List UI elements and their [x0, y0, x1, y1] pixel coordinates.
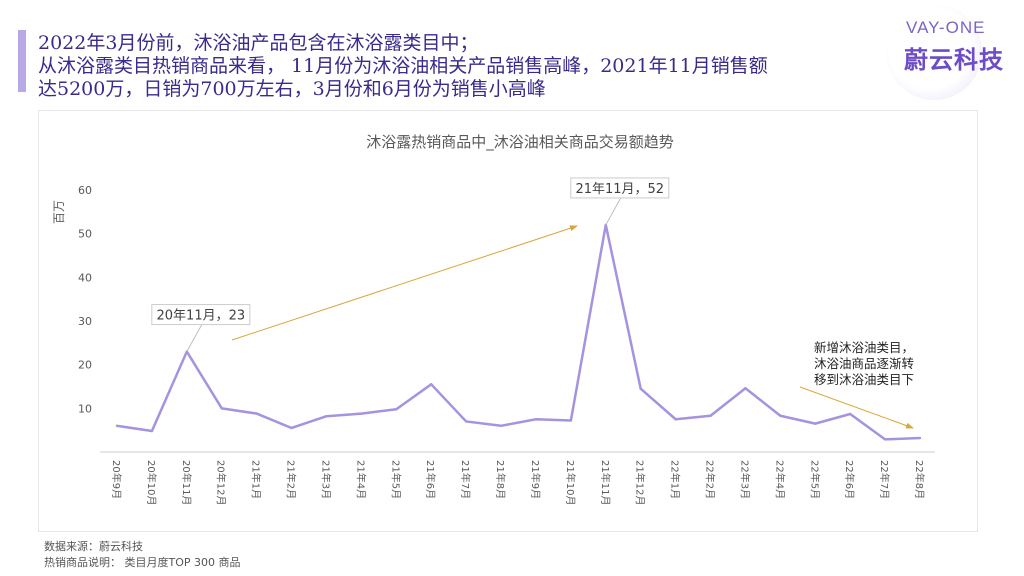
logo-english-text: VAY-ONE	[906, 18, 986, 37]
x-tick-label: 20年12月	[215, 460, 228, 505]
data-point	[569, 419, 573, 422]
x-tick-label: 22年2月	[704, 460, 717, 499]
annotation-note-line: 沐浴油商品逐渐转	[814, 356, 914, 371]
callout-leader	[605, 197, 622, 226]
y-tick-label: 50	[78, 228, 92, 241]
y-tick-label: 60	[78, 184, 92, 197]
data-point	[883, 438, 887, 441]
x-tick-label: 21年12月	[634, 460, 647, 505]
logo-chinese-text: 蔚云科技	[904, 46, 1004, 74]
x-tick-label: 20年10月	[145, 460, 158, 505]
data-point	[709, 414, 712, 417]
data-point	[115, 424, 119, 427]
y-tick-label: 20	[78, 359, 92, 372]
x-tick-label: 22年5月	[808, 460, 821, 499]
x-tick-label: 22年4月	[773, 460, 786, 499]
data-label: 21年11月，52	[575, 182, 664, 197]
x-tick-label: 21年5月	[389, 460, 402, 499]
data-point	[639, 387, 642, 390]
data-point	[360, 412, 363, 415]
y-tick-label: 40	[78, 271, 92, 284]
data-point	[150, 429, 154, 433]
data-point	[430, 383, 433, 386]
x-tick-label: 22年1月	[669, 460, 682, 499]
accent-bar	[18, 30, 26, 92]
logo-circle	[886, 4, 982, 100]
x-tick-label: 22年3月	[738, 460, 751, 499]
data-point	[220, 407, 223, 410]
trend-arrow-up	[231, 225, 578, 341]
series-line	[116, 223, 921, 441]
data-label: 20年11月，23	[157, 309, 246, 324]
headline: 2022年3月份前，沐浴油产品包含在沐浴露类目中； 从沐浴露类目热销商品来看， …	[38, 32, 878, 101]
callout-box	[570, 177, 670, 199]
x-tick-label: 21年10月	[564, 460, 577, 505]
y-axis-label: 百万	[52, 200, 66, 224]
annotation-note-line: 移到沐浴油类目下	[814, 372, 914, 387]
data-point	[918, 436, 922, 440]
headline-line-2: 从沐浴露类目热销商品来看， 11月份为沐浴油相关产品销售高峰，2021年11月销…	[38, 55, 768, 77]
data-point	[534, 418, 538, 421]
callout-leader	[186, 324, 203, 352]
x-tick-label: 22年7月	[878, 460, 891, 499]
y-tick-label: 10	[78, 402, 92, 415]
data-point	[499, 424, 503, 427]
x-tick-label: 22年8月	[913, 460, 926, 499]
x-tick-label: 21年3月	[319, 460, 332, 499]
data-point	[779, 414, 782, 417]
x-tick-label: 21年6月	[424, 460, 437, 499]
headline-line-3: 达5200万，日销为700万左右，3月份和6月份为销售小高峰	[38, 78, 546, 100]
x-tick-label: 20年11月	[180, 460, 193, 505]
x-tick-label: 21年1月	[250, 460, 263, 499]
data-point	[255, 412, 258, 415]
trend-arrow-down	[799, 386, 914, 429]
data-point	[395, 408, 398, 411]
footnote-description: 热销商品说明： 类目月度TOP 300 商品	[44, 556, 241, 569]
x-tick-label: 21年8月	[494, 460, 507, 499]
callout-box	[151, 304, 251, 326]
data-point	[848, 412, 852, 416]
x-tick-label: 21年2月	[285, 460, 298, 499]
data-point	[744, 387, 747, 390]
headline-line-1: 2022年3月份前，沐浴油产品包含在沐浴露类目中；	[38, 32, 479, 54]
data-point	[464, 420, 468, 423]
company-logo: VAY-ONE 蔚云科技	[878, 2, 1018, 102]
data-point	[290, 426, 293, 430]
footnote-source: 数据来源：蔚云科技	[44, 540, 143, 553]
x-tick-label: 20年9月	[110, 460, 123, 499]
data-point	[674, 418, 677, 421]
x-tick-label: 21年7月	[459, 460, 472, 499]
y-tick-label: 30	[78, 315, 92, 328]
chart-title: 沐浴露热销商品中_沐浴油相关商品交易额趋势	[366, 133, 674, 152]
annotation-note-line: 新增沐浴油类目，	[814, 340, 914, 355]
x-tick-label: 21年9月	[529, 460, 542, 499]
x-tick-label: 21年4月	[354, 460, 367, 499]
data-point	[325, 414, 328, 418]
x-tick-label: 21年11月	[599, 460, 612, 505]
data-point	[814, 422, 817, 425]
x-tick-label: 22年6月	[843, 460, 856, 499]
